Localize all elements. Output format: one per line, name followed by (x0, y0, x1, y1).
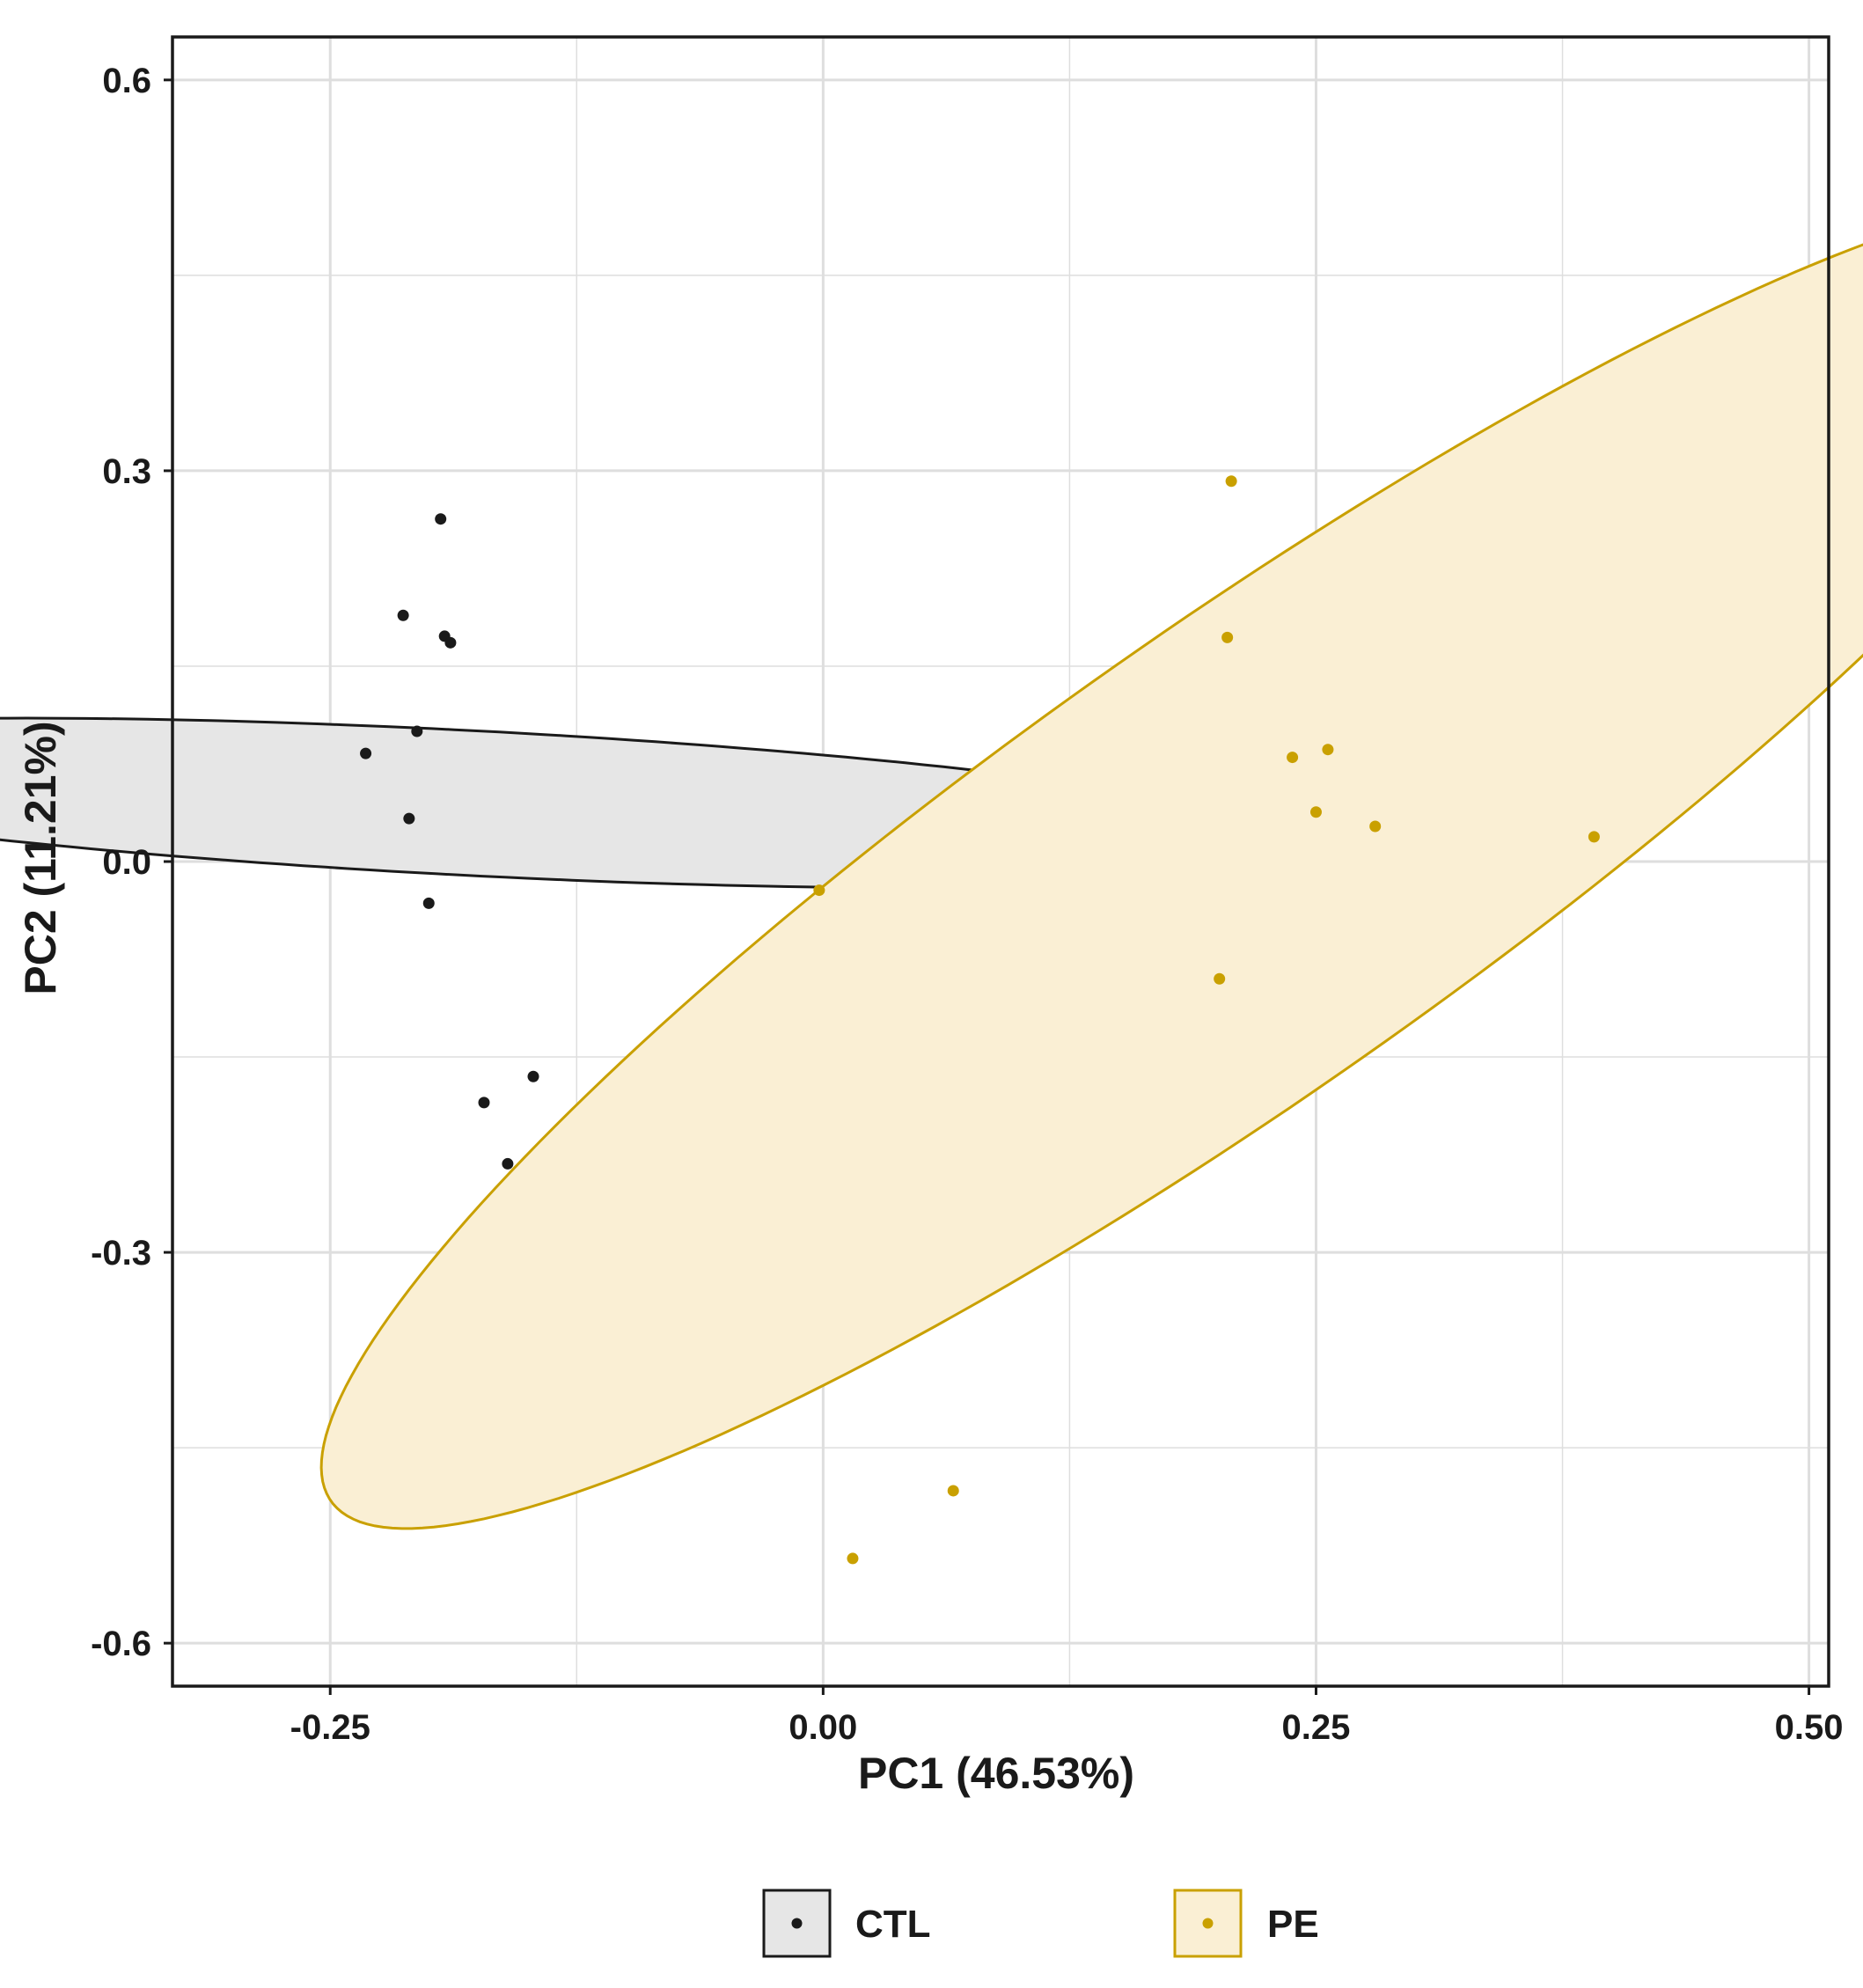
y-tick-label: -0.3 (91, 1234, 151, 1273)
data-point-pe-11 (847, 1552, 859, 1565)
data-point-ctl-11 (527, 1070, 539, 1082)
legend-dot-pe (1202, 1918, 1214, 1929)
y-tick-label: -0.6 (91, 1625, 151, 1663)
data-point-ctl-8 (422, 897, 435, 909)
data-point-ctl-7 (403, 812, 415, 825)
data-point-ctl-5 (444, 636, 457, 649)
data-points (360, 475, 1600, 1565)
legend: CTL PE (762, 1889, 1319, 1958)
y-axis-title: PC2 (11.21%) (16, 721, 65, 994)
x-axis-title: PC1 (46.53%) (858, 1749, 1134, 1798)
y-axis-tick-labels: 0.6 0.3 0.0 -0.3 -0.6 (91, 62, 151, 1663)
x-tick-label: -0.25 (290, 1708, 370, 1747)
data-point-pe-10 (947, 1485, 959, 1497)
data-point-pe-2 (1225, 475, 1237, 488)
data-point-pe-1 (813, 884, 825, 897)
data-point-ctl-2 (397, 609, 409, 621)
axis-ticks (164, 78, 1811, 1695)
data-point-pe-7 (1369, 820, 1382, 833)
x-tick-label: 0.50 (1775, 1708, 1844, 1747)
confidence-ellipses (0, 243, 1863, 1530)
x-tick-label: 0.25 (1282, 1708, 1351, 1747)
data-point-ctl-1 (360, 747, 372, 759)
confidence-ellipse-pe (319, 243, 1863, 1530)
data-point-ctl-3 (435, 513, 447, 525)
x-axis-tick-labels: -0.25 0.00 0.25 0.50 (290, 1708, 1844, 1747)
data-point-ctl-6 (411, 725, 423, 737)
data-point-pe-9 (1214, 972, 1226, 985)
legend-label-ctl: CTL (855, 1903, 931, 1946)
legend-dot-ctl (791, 1918, 803, 1929)
y-tick-label: 0.0 (102, 843, 151, 882)
legend-label-pe: PE (1267, 1903, 1319, 1946)
y-tick-label: 0.3 (102, 452, 151, 491)
data-point-ctl-10 (502, 1157, 514, 1170)
legend-item-pe: PE (1173, 1889, 1319, 1958)
x-tick-label: 0.00 (788, 1708, 857, 1747)
data-point-ctl-9 (478, 1097, 490, 1109)
data-point-pe-8 (1588, 831, 1600, 843)
data-point-pe-4 (1287, 752, 1299, 764)
data-point-pe-5 (1322, 744, 1334, 756)
y-tick-label: 0.6 (102, 62, 151, 100)
legend-item-ctl: CTL (762, 1889, 931, 1958)
data-point-pe-6 (1309, 806, 1322, 818)
data-point-pe-3 (1221, 631, 1234, 643)
